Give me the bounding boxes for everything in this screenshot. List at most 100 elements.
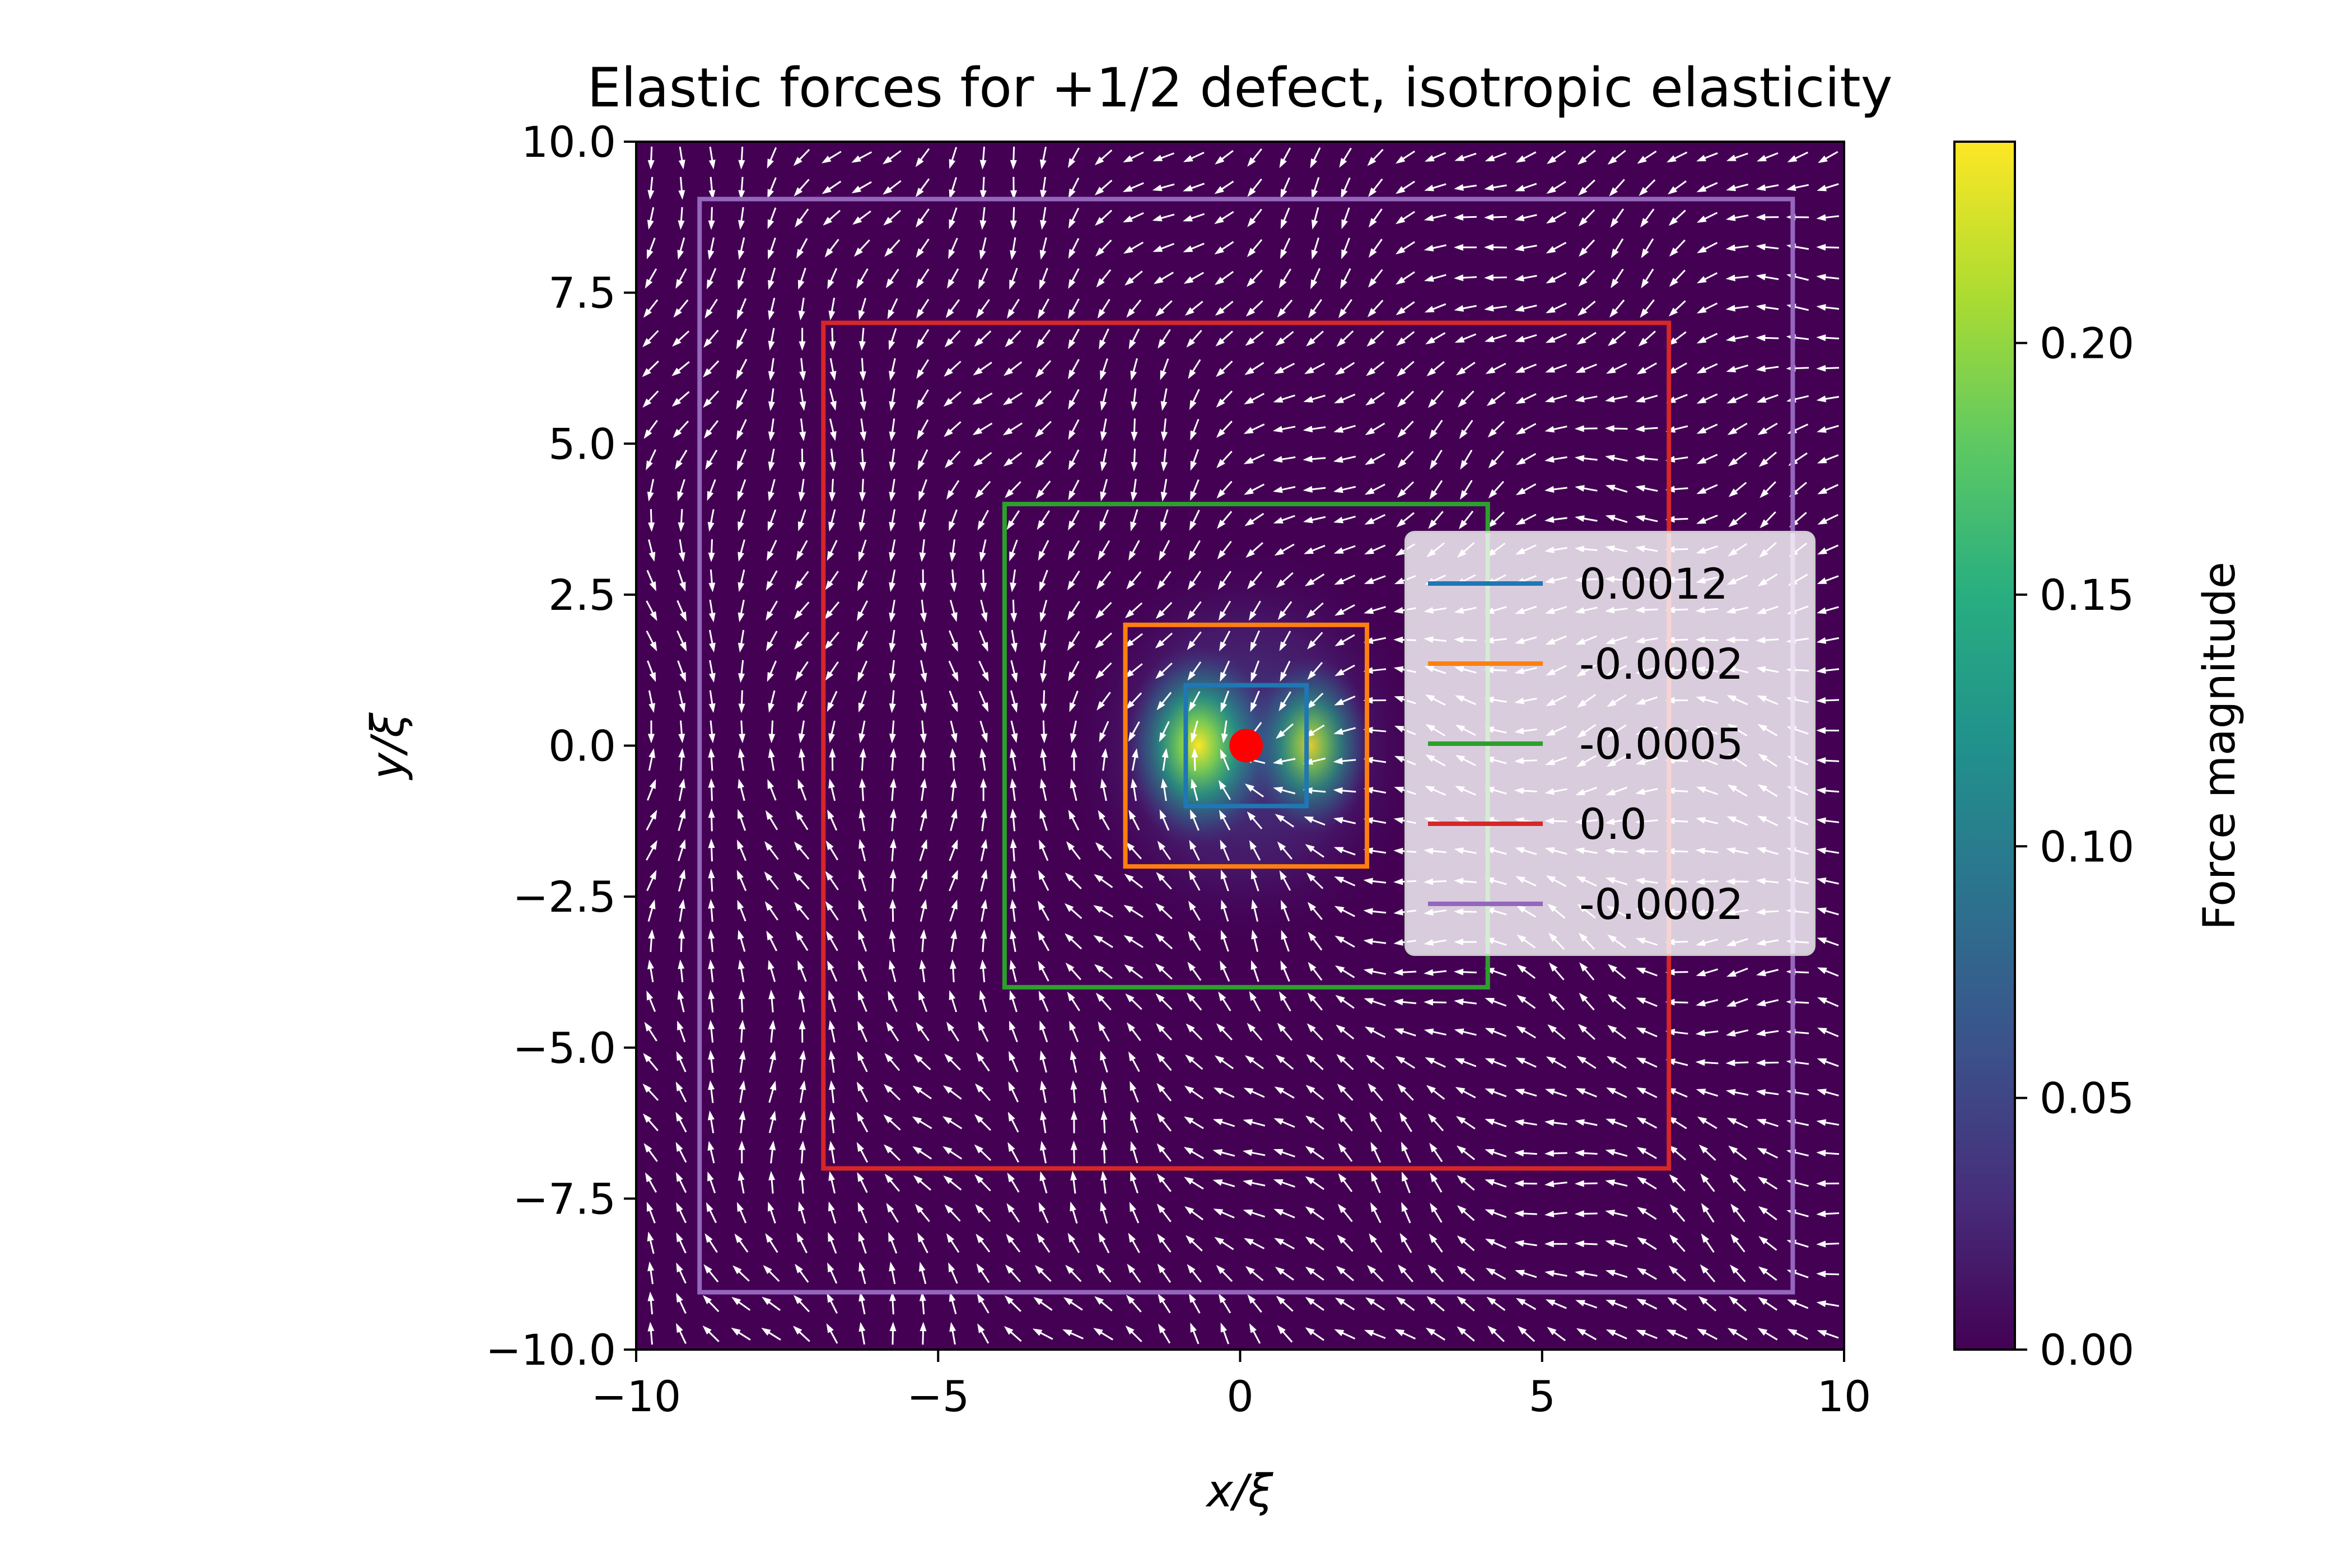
quiver-arrow: [949, 630, 958, 652]
quiver-arrow: [1605, 515, 1628, 523]
quiver-arrow: [1635, 515, 1658, 522]
quiver-arrow: [1334, 935, 1355, 948]
quiver-arrow: [1427, 1113, 1444, 1132]
quiver-arrow: [1516, 1025, 1536, 1039]
quiver-arrow: [1515, 483, 1537, 496]
quiver-arrow: [767, 147, 777, 169]
quiver-arrow: [942, 1116, 963, 1130]
quiver-arrow: [736, 419, 747, 440]
quiver-arrow: [1307, 632, 1323, 650]
quiver-arrow: [1605, 1270, 1628, 1278]
quiver-arrow: [1217, 571, 1231, 590]
quiver-arrow: [1817, 1330, 1839, 1339]
quiver-arrow: [920, 660, 927, 683]
quiver-arrow: [1094, 1296, 1113, 1312]
quiver-arrow: [675, 450, 688, 470]
quiver-arrow: [678, 899, 685, 922]
quiver-arrow: [1040, 748, 1047, 771]
quiver-arrow: [916, 208, 930, 228]
quiver-arrow: [1249, 840, 1261, 861]
quiver-arrow: [829, 418, 837, 441]
quiver-arrow: [1216, 360, 1233, 377]
quiver-arrow: [1575, 363, 1597, 373]
quiver-arrow: [1485, 334, 1507, 342]
quiver-arrow: [709, 629, 716, 653]
quiver-arrow: [1305, 1236, 1324, 1250]
quiver-arrow: [1068, 237, 1080, 259]
quiver-arrow: [946, 1021, 960, 1042]
quiver-arrow: [1484, 305, 1507, 312]
quiver-arrow: [1401, 1202, 1411, 1224]
quiver-arrow: [1636, 968, 1658, 977]
quiver-arrow: [884, 1053, 900, 1071]
quiver-arrow: [1189, 839, 1200, 861]
quiver-arrow: [795, 1263, 809, 1283]
quiver-arrow: [889, 418, 896, 441]
quiver-arrow: [1305, 1146, 1324, 1160]
quiver-arrow: [648, 509, 655, 532]
quiver-arrow: [647, 479, 655, 502]
quiver-arrow: [828, 297, 836, 321]
quiver-arrow: [1186, 1235, 1203, 1252]
quiver-arrow: [1515, 363, 1537, 373]
quiver-arrow: [1485, 152, 1507, 162]
quiver-arrow: [1605, 395, 1628, 403]
quiver-arrow: [1454, 333, 1477, 343]
quiver-arrow: [1184, 1085, 1204, 1100]
quiver-arrow: [1577, 150, 1596, 165]
quiver-arrow: [1070, 748, 1077, 771]
quiver-arrow: [827, 960, 838, 982]
quiver-arrow: [797, 690, 808, 712]
quiver-arrow: [1002, 392, 1023, 405]
quiver-arrow: [916, 329, 930, 349]
quiver-arrow: [1124, 602, 1143, 619]
quiver-arrow: [1544, 1270, 1567, 1277]
quiver-arrow: [736, 298, 747, 320]
quiver-arrow: [1156, 692, 1172, 711]
quiver-arrow: [974, 1174, 991, 1192]
quiver-arrow: [1787, 151, 1808, 162]
quiver-arrow: [858, 808, 866, 832]
quiver-arrow: [1247, 1023, 1263, 1041]
quiver-arrow: [1189, 510, 1200, 531]
quiver-arrow: [1100, 1140, 1108, 1164]
quiver-arrow: [826, 1323, 838, 1344]
quiver-arrow: [827, 1292, 838, 1314]
quiver-arrow: [829, 748, 836, 771]
quiver-arrow: [1159, 809, 1170, 831]
quiver-arrow: [889, 1261, 896, 1285]
quiver-arrow: [829, 388, 837, 411]
quiver-arrow: [796, 540, 808, 561]
quiver-arrow: [1545, 1089, 1567, 1097]
quiver-arrow: [708, 869, 715, 892]
quiver-arrow: [1273, 787, 1296, 795]
quiver-arrow: [1009, 539, 1018, 562]
quiver-arrow: [825, 840, 839, 861]
quiver-arrow: [643, 1053, 659, 1071]
quiver-arrow: [1697, 1116, 1718, 1130]
quiver-arrow: [1035, 480, 1051, 499]
quiver-arrow: [1787, 1299, 1809, 1309]
quiver-arrow: [1245, 1055, 1264, 1070]
quiver-arrow: [979, 146, 987, 170]
quiver-arrow: [858, 720, 866, 743]
quiver-arrow: [976, 1234, 991, 1253]
quiver-arrow: [1010, 899, 1017, 922]
quiver-arrow: [764, 901, 779, 921]
quiver-arrow: [1010, 748, 1016, 771]
x-axis: −10 −5 0 5 10: [591, 1350, 1871, 1421]
legend: 0.0012 -0.0002 -0.0005 0.0 -0.0002: [1404, 531, 1816, 956]
quiver-arrow: [1100, 1050, 1108, 1073]
quiver-arrow: [1725, 335, 1749, 342]
quiver-arrow: [1010, 838, 1017, 862]
quiver-arrow: [949, 539, 956, 562]
quiver-arrow: [1636, 1057, 1658, 1068]
quiver-arrow: [945, 299, 960, 318]
quiver-arrow: [1005, 1264, 1021, 1282]
quiver-arrow: [736, 1202, 747, 1224]
quiver-arrow: [1213, 1087, 1235, 1098]
quiver-arrow: [1187, 661, 1202, 681]
quiver-arrow: [738, 930, 746, 952]
quiver-arrow: [1341, 207, 1350, 230]
quiver-arrow: [1544, 1180, 1567, 1188]
